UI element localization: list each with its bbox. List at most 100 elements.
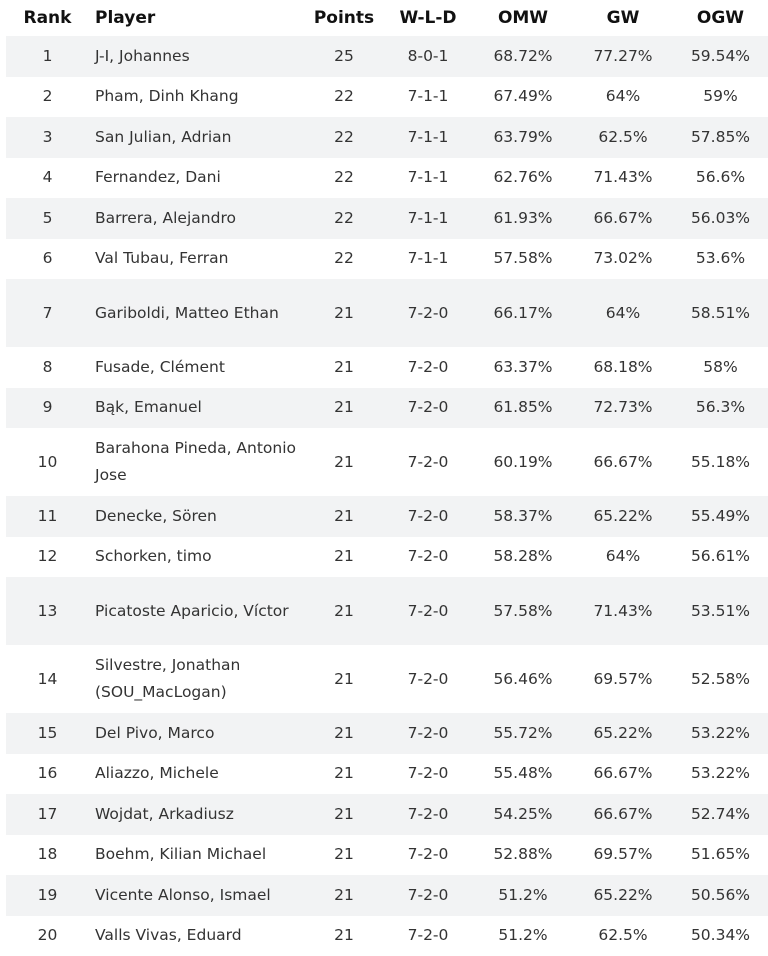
cell-gw: 66.67% bbox=[573, 754, 673, 795]
cell-player: Silvestre, Jonathan (SOU_MacLogan) bbox=[89, 645, 305, 713]
cell-omw: 63.79% bbox=[473, 117, 573, 158]
cell-omw: 52.88% bbox=[473, 835, 573, 876]
cell-ogw: 56.61% bbox=[673, 537, 768, 578]
cell-rank: 4 bbox=[6, 158, 89, 199]
cell-omw: 54.25% bbox=[473, 794, 573, 835]
cell-wld: 7-2-0 bbox=[383, 645, 473, 713]
cell-omw: 66.17% bbox=[473, 279, 573, 347]
cell-gw: 62.5% bbox=[573, 117, 673, 158]
cell-player: San Julian, Adrian bbox=[89, 117, 305, 158]
cell-points: 21 bbox=[305, 875, 383, 916]
cell-omw: 58.37% bbox=[473, 496, 573, 537]
cell-rank: 20 bbox=[6, 916, 89, 956]
cell-omw: 58.28% bbox=[473, 537, 573, 578]
cell-ogw: 53.22% bbox=[673, 713, 768, 754]
cell-player: Wojdat, Arkadiusz bbox=[89, 794, 305, 835]
cell-omw: 51.2% bbox=[473, 916, 573, 956]
header-omw[interactable]: OMW bbox=[473, 0, 573, 36]
cell-rank: 9 bbox=[6, 388, 89, 429]
cell-points: 21 bbox=[305, 645, 383, 713]
cell-wld: 7-2-0 bbox=[383, 577, 473, 645]
cell-player: Schorken, timo bbox=[89, 537, 305, 578]
cell-gw: 66.67% bbox=[573, 428, 673, 496]
cell-rank: 14 bbox=[6, 645, 89, 713]
cell-wld: 7-2-0 bbox=[383, 279, 473, 347]
cell-omw: 67.49% bbox=[473, 77, 573, 118]
cell-points: 21 bbox=[305, 496, 383, 537]
cell-rank: 10 bbox=[6, 428, 89, 496]
cell-wld: 7-2-0 bbox=[383, 388, 473, 429]
cell-ogw: 50.34% bbox=[673, 916, 768, 956]
cell-wld: 7-2-0 bbox=[383, 713, 473, 754]
cell-wld: 7-1-1 bbox=[383, 198, 473, 239]
cell-omw: 61.93% bbox=[473, 198, 573, 239]
cell-rank: 15 bbox=[6, 713, 89, 754]
cell-ogw: 57.85% bbox=[673, 117, 768, 158]
cell-player: Barahona Pineda, Antonio Jose bbox=[89, 428, 305, 496]
header-rank[interactable]: Rank bbox=[6, 0, 89, 36]
cell-omw: 57.58% bbox=[473, 239, 573, 280]
header-wld[interactable]: W-L-D bbox=[383, 0, 473, 36]
header-ogw[interactable]: OGW bbox=[673, 0, 768, 36]
cell-player: Val Tubau, Ferran bbox=[89, 239, 305, 280]
cell-wld: 7-2-0 bbox=[383, 794, 473, 835]
cell-points: 21 bbox=[305, 577, 383, 645]
cell-rank: 18 bbox=[6, 835, 89, 876]
header-player[interactable]: Player bbox=[89, 0, 305, 36]
cell-gw: 68.18% bbox=[573, 347, 673, 388]
cell-points: 22 bbox=[305, 117, 383, 158]
cell-ogw: 55.49% bbox=[673, 496, 768, 537]
cell-ogw: 56.03% bbox=[673, 198, 768, 239]
cell-ogw: 53.6% bbox=[673, 239, 768, 280]
cell-omw: 51.2% bbox=[473, 875, 573, 916]
cell-rank: 2 bbox=[6, 77, 89, 118]
cell-ogw: 59% bbox=[673, 77, 768, 118]
cell-wld: 7-2-0 bbox=[383, 537, 473, 578]
header-points[interactable]: Points bbox=[305, 0, 383, 36]
cell-gw: 64% bbox=[573, 279, 673, 347]
cell-rank: 11 bbox=[6, 496, 89, 537]
cell-omw: 60.19% bbox=[473, 428, 573, 496]
cell-rank: 5 bbox=[6, 198, 89, 239]
cell-player: Valls Vivas, Eduard bbox=[89, 916, 305, 956]
cell-points: 21 bbox=[305, 835, 383, 876]
header-row: Rank Player Points W-L-D OMW GW OGW bbox=[6, 0, 768, 36]
cell-player: Picatoste Aparicio, Víctor bbox=[89, 577, 305, 645]
cell-points: 21 bbox=[305, 713, 383, 754]
cell-player: Barrera, Alejandro bbox=[89, 198, 305, 239]
cell-points: 22 bbox=[305, 158, 383, 199]
cell-points: 21 bbox=[305, 794, 383, 835]
cell-player: Boehm, Kilian Michael bbox=[89, 835, 305, 876]
cell-points: 21 bbox=[305, 754, 383, 795]
header-gw[interactable]: GW bbox=[573, 0, 673, 36]
cell-points: 21 bbox=[305, 916, 383, 956]
cell-ogw: 56.6% bbox=[673, 158, 768, 199]
cell-points: 21 bbox=[305, 279, 383, 347]
cell-player: Fusade, Clément bbox=[89, 347, 305, 388]
cell-wld: 7-2-0 bbox=[383, 347, 473, 388]
cell-rank: 7 bbox=[6, 279, 89, 347]
cell-gw: 71.43% bbox=[573, 158, 673, 199]
cell-rank: 8 bbox=[6, 347, 89, 388]
cell-wld: 7-1-1 bbox=[383, 117, 473, 158]
cell-ogw: 51.65% bbox=[673, 835, 768, 876]
cell-player: Vicente Alonso, Ismael bbox=[89, 875, 305, 916]
cell-gw: 66.67% bbox=[573, 794, 673, 835]
cell-wld: 7-2-0 bbox=[383, 916, 473, 956]
cell-rank: 16 bbox=[6, 754, 89, 795]
cell-points: 22 bbox=[305, 198, 383, 239]
cell-rank: 13 bbox=[6, 577, 89, 645]
cell-ogw: 50.56% bbox=[673, 875, 768, 916]
cell-rank: 12 bbox=[6, 537, 89, 578]
cell-ogw: 59.54% bbox=[673, 36, 768, 77]
cell-gw: 65.22% bbox=[573, 875, 673, 916]
